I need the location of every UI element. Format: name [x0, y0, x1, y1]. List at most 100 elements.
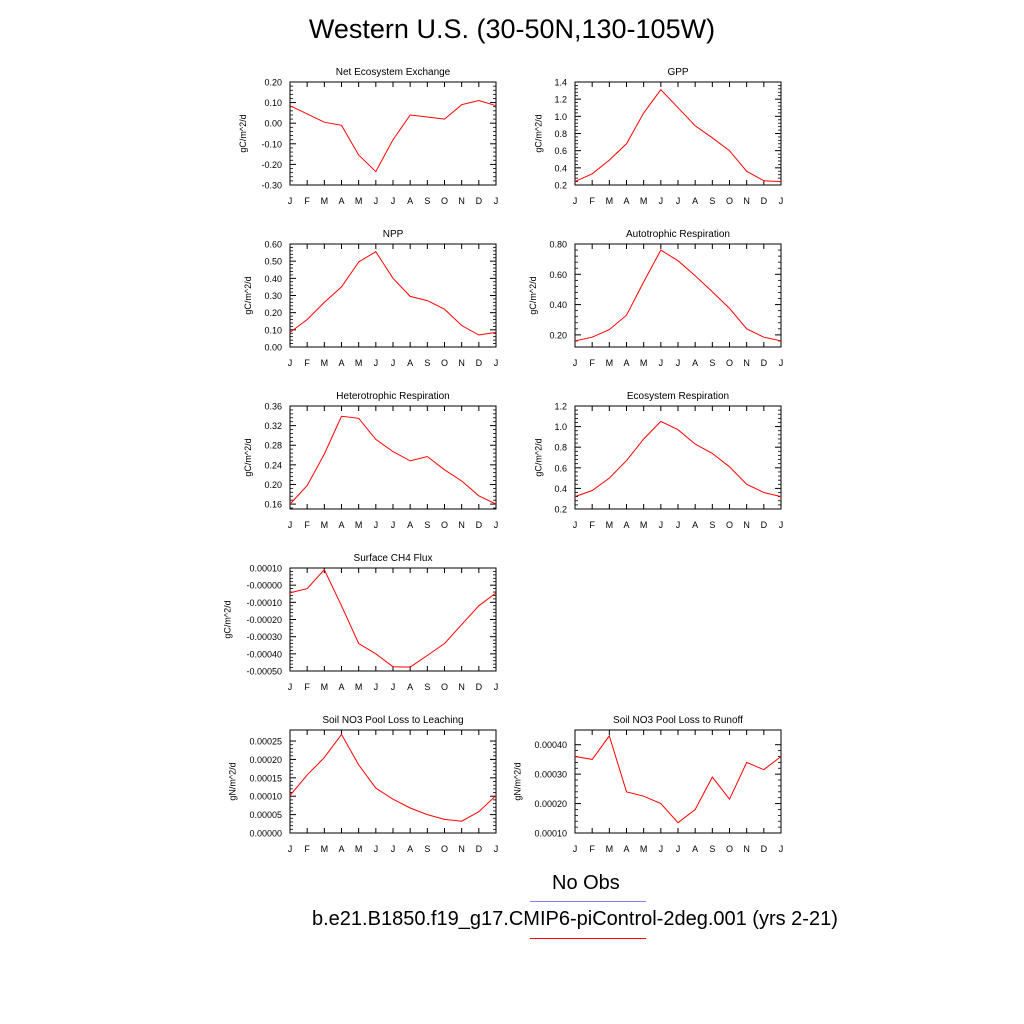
- y-tick-label: 1.4: [554, 78, 567, 88]
- x-tick-label: M: [321, 682, 329, 692]
- legend-model-label: b.e21.B1850.f19_g17.CMIP6-piControl-2deg…: [312, 908, 838, 930]
- panel-title: Soil NO3 Pool Loss to Runoff: [613, 715, 743, 726]
- x-tick-label: A: [623, 358, 629, 368]
- y-tick-label: -0.00050: [246, 667, 282, 677]
- series-line: [574, 249, 782, 342]
- panel-title: Surface CH4 Flux: [354, 553, 433, 564]
- x-tick-label: O: [441, 358, 448, 368]
- x-tick-label: A: [338, 196, 344, 206]
- x-tick-label: O: [441, 682, 448, 692]
- x-tick-label: S: [709, 520, 715, 530]
- x-tick-label: N: [743, 196, 750, 206]
- x-tick-label: J: [573, 358, 578, 368]
- panel-title: Ecosystem Respiration: [627, 391, 729, 402]
- y-axis-label: gC/m^2/d: [222, 600, 232, 638]
- plot-frame: [289, 567, 497, 672]
- y-tick-label: 0.32: [264, 421, 282, 431]
- x-tick-label: S: [424, 682, 430, 692]
- x-tick-label: N: [458, 844, 465, 854]
- y-tick-label: 0.28: [264, 441, 282, 451]
- y-tick-label: 0.50: [264, 257, 282, 267]
- x-tick-label: M: [321, 520, 329, 530]
- y-tick-label: 0.60: [264, 240, 282, 250]
- y-tick-label: 0.8: [554, 129, 567, 139]
- x-tick-label: J: [288, 196, 293, 206]
- x-tick-label: D: [476, 196, 483, 206]
- series-line: [574, 420, 782, 498]
- y-tick-label: 0.00020: [534, 799, 567, 809]
- x-tick-label: D: [761, 844, 768, 854]
- y-tick-label: 0.8: [554, 443, 567, 453]
- x-tick-label: J: [494, 844, 499, 854]
- x-tick-label: A: [692, 844, 698, 854]
- x-tick-label: J: [288, 682, 293, 692]
- x-tick-label: A: [623, 844, 629, 854]
- y-tick-label: 0.10: [264, 98, 282, 108]
- y-tick-label: 0.10: [264, 325, 282, 335]
- y-tick-label: 0.36: [264, 402, 282, 412]
- x-tick-label: J: [659, 196, 664, 206]
- x-tick-label: S: [424, 520, 430, 530]
- plot-frame: [289, 243, 497, 348]
- y-tick-label: 0.40: [549, 300, 567, 310]
- x-tick-label: M: [355, 358, 363, 368]
- y-tick-label: -0.00010: [246, 598, 282, 608]
- x-tick-label: O: [726, 358, 733, 368]
- x-tick-label: J: [659, 358, 664, 368]
- x-tick-label: O: [726, 520, 733, 530]
- plot-frame: [574, 729, 782, 834]
- x-tick-label: D: [761, 358, 768, 368]
- y-tick-label: -0.00040: [246, 649, 282, 659]
- x-tick-label: A: [338, 520, 344, 530]
- x-tick-label: O: [726, 844, 733, 854]
- x-tick-label: J: [391, 520, 396, 530]
- y-tick-label: 0.4: [554, 163, 567, 173]
- x-tick-label: M: [355, 520, 363, 530]
- y-tick-label: 0.6: [554, 463, 567, 473]
- x-tick-label: S: [709, 196, 715, 206]
- y-tick-label: 0.20: [264, 78, 282, 88]
- x-tick-label: M: [606, 358, 614, 368]
- x-tick-label: J: [779, 520, 784, 530]
- y-tick-label: 0.00025: [249, 737, 282, 747]
- y-tick-label: 0.00010: [249, 564, 282, 574]
- x-tick-label: J: [374, 520, 379, 530]
- x-tick-label: J: [374, 358, 379, 368]
- x-tick-label: F: [589, 358, 595, 368]
- y-tick-label: 1.2: [554, 402, 567, 412]
- figure-title: Western U.S. (30-50N,130-105W): [308, 14, 716, 44]
- x-tick-label: J: [374, 682, 379, 692]
- y-tick-label: 0.00010: [534, 829, 567, 839]
- y-tick-label: 0.00040: [534, 740, 567, 750]
- y-tick-label: 0.6: [554, 146, 567, 156]
- y-tick-label: 0.24: [264, 460, 282, 470]
- y-tick-label: 0.00030: [534, 770, 567, 780]
- y-tick-label: 0.20: [264, 308, 282, 318]
- x-tick-label: S: [709, 844, 715, 854]
- x-tick-label: J: [676, 844, 681, 854]
- y-axis-label: gC/m^2/d: [243, 276, 253, 314]
- series-line: [289, 568, 497, 668]
- panel-title: GPP: [667, 67, 688, 78]
- x-tick-label: D: [476, 358, 483, 368]
- x-tick-label: M: [355, 196, 363, 206]
- x-tick-label: N: [458, 520, 465, 530]
- panel-title: Soil NO3 Pool Loss to Leaching: [322, 715, 463, 726]
- x-tick-label: F: [304, 844, 310, 854]
- y-tick-label: 0.30: [264, 291, 282, 301]
- x-tick-label: A: [623, 520, 629, 530]
- plot-frame: [289, 405, 497, 510]
- x-tick-label: F: [589, 844, 595, 854]
- x-tick-label: M: [606, 196, 614, 206]
- x-tick-label: O: [441, 196, 448, 206]
- y-axis-label: gC/m^2/d: [533, 438, 543, 476]
- y-tick-label: 1.0: [554, 112, 567, 122]
- legend-obs-line: [530, 901, 646, 902]
- x-tick-label: M: [640, 196, 648, 206]
- legend-model-line: [530, 938, 646, 939]
- y-tick-label: 0.20: [549, 330, 567, 340]
- x-tick-label: J: [391, 682, 396, 692]
- panel-title: Autotrophic Respiration: [626, 229, 730, 240]
